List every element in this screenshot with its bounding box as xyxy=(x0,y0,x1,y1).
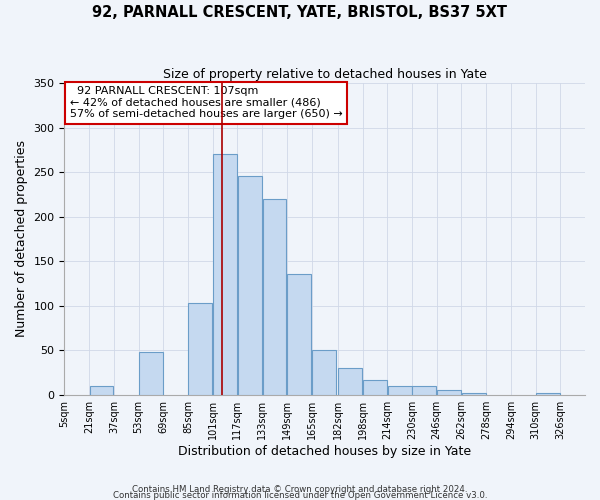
Bar xyxy=(238,176,262,394)
Bar xyxy=(188,303,212,394)
Bar xyxy=(363,380,387,394)
Bar xyxy=(312,350,336,395)
Bar xyxy=(89,386,113,394)
Bar xyxy=(338,368,362,394)
X-axis label: Distribution of detached houses by size in Yate: Distribution of detached houses by size … xyxy=(178,444,471,458)
Bar xyxy=(536,393,560,394)
Text: Contains public sector information licensed under the Open Government Licence v3: Contains public sector information licen… xyxy=(113,490,487,500)
Bar xyxy=(437,390,461,394)
Y-axis label: Number of detached properties: Number of detached properties xyxy=(15,140,28,338)
Text: 92, PARNALL CRESCENT, YATE, BRISTOL, BS37 5XT: 92, PARNALL CRESCENT, YATE, BRISTOL, BS3… xyxy=(92,5,508,20)
Text: Contains HM Land Registry data © Crown copyright and database right 2024.: Contains HM Land Registry data © Crown c… xyxy=(132,484,468,494)
Text: 92 PARNALL CRESCENT: 107sqm
← 42% of detached houses are smaller (486)
57% of se: 92 PARNALL CRESCENT: 107sqm ← 42% of det… xyxy=(70,86,343,120)
Bar xyxy=(263,199,286,394)
Bar xyxy=(287,274,311,394)
Bar xyxy=(412,386,436,394)
Bar xyxy=(139,352,163,395)
Title: Size of property relative to detached houses in Yate: Size of property relative to detached ho… xyxy=(163,68,487,80)
Bar xyxy=(388,386,412,394)
Bar xyxy=(462,393,486,394)
Bar xyxy=(213,154,237,394)
